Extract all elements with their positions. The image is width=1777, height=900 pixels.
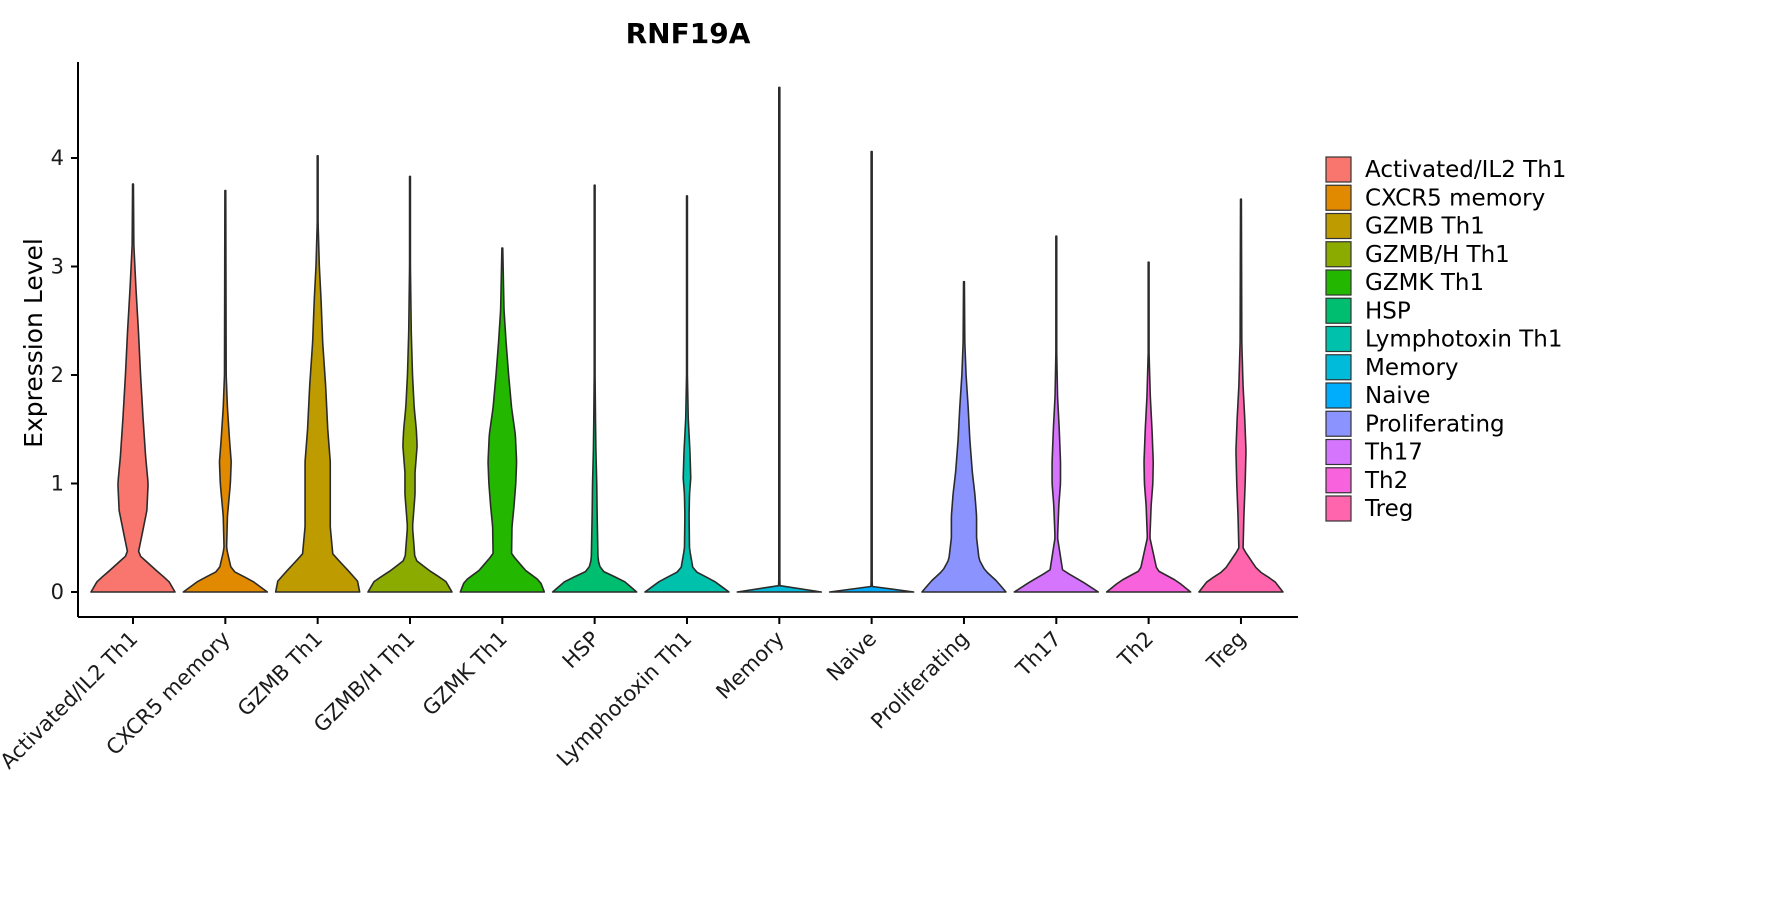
x-tick-label: Treg bbox=[1202, 627, 1251, 676]
legend-label: Th2 bbox=[1364, 468, 1408, 494]
legend-swatch bbox=[1325, 382, 1352, 409]
legend-label: Memory bbox=[1365, 355, 1459, 381]
legend-swatch bbox=[1325, 410, 1352, 437]
x-tick-label: Th17 bbox=[1011, 627, 1066, 682]
legend-swatch bbox=[1325, 297, 1352, 324]
violin-4 bbox=[459, 247, 546, 593]
legend-swatch bbox=[1325, 241, 1352, 268]
y-tick-label: 0 bbox=[51, 580, 64, 604]
y-axis-title: Expression Level bbox=[19, 238, 48, 448]
violin-0 bbox=[90, 183, 176, 593]
legend-label: Lymphotoxin Th1 bbox=[1365, 327, 1563, 353]
y-axis-ticks: 0 1 2 3 4 bbox=[51, 146, 78, 604]
legend-label: GZMK Th1 bbox=[1365, 270, 1484, 296]
legend-label: Th17 bbox=[1364, 440, 1423, 466]
y-tick-label: 4 bbox=[51, 146, 64, 170]
legend-label: Proliferating bbox=[1365, 411, 1505, 437]
legend-swatch bbox=[1325, 269, 1352, 296]
violin-8 bbox=[828, 150, 915, 593]
legend-swatch bbox=[1325, 354, 1352, 381]
violin-2 bbox=[274, 155, 361, 593]
x-tick-label: GZMK Th1 bbox=[418, 627, 512, 721]
x-tick-label: Th2 bbox=[1113, 627, 1159, 673]
violin-3 bbox=[367, 175, 453, 593]
legend-swatch bbox=[1325, 438, 1352, 466]
x-tick-label: Memory bbox=[711, 627, 788, 704]
violin-9 bbox=[921, 280, 1007, 593]
legend-label: Naive bbox=[1365, 383, 1430, 409]
y-tick-label: 3 bbox=[51, 255, 64, 279]
legend-swatch bbox=[1325, 184, 1352, 211]
x-tick-label: Naive bbox=[822, 627, 881, 686]
violin-7 bbox=[736, 86, 823, 593]
x-tick-label: GZMB Th1 bbox=[233, 627, 327, 721]
violin-6 bbox=[644, 195, 730, 593]
legend-label: Treg bbox=[1364, 496, 1413, 522]
violin-12 bbox=[1198, 198, 1284, 593]
legend-label: Activated/IL2 Th1 bbox=[1365, 157, 1566, 183]
legend-label: GZMB Th1 bbox=[1365, 214, 1485, 240]
legend-swatch bbox=[1325, 467, 1352, 494]
legend-label: GZMB/H Th1 bbox=[1365, 242, 1510, 268]
x-tick-label: HSP bbox=[558, 627, 605, 674]
violins-layer bbox=[90, 86, 1284, 593]
legend-label: CXCR5 memory bbox=[1365, 185, 1545, 211]
x-tick-label: Proliferating bbox=[866, 627, 973, 734]
legend-swatch bbox=[1325, 156, 1352, 183]
chart-title: RNF19A bbox=[626, 17, 751, 50]
violin-1 bbox=[182, 189, 269, 593]
legend-swatch bbox=[1325, 212, 1352, 240]
y-tick-label: 1 bbox=[51, 472, 64, 496]
violin-5 bbox=[551, 184, 638, 593]
violin-10 bbox=[1013, 235, 1100, 593]
violin-11 bbox=[1105, 261, 1192, 593]
y-tick-label: 2 bbox=[51, 363, 64, 387]
legend-label: HSP bbox=[1365, 298, 1411, 324]
legend-swatch bbox=[1325, 495, 1352, 522]
legend-swatch bbox=[1325, 325, 1352, 353]
